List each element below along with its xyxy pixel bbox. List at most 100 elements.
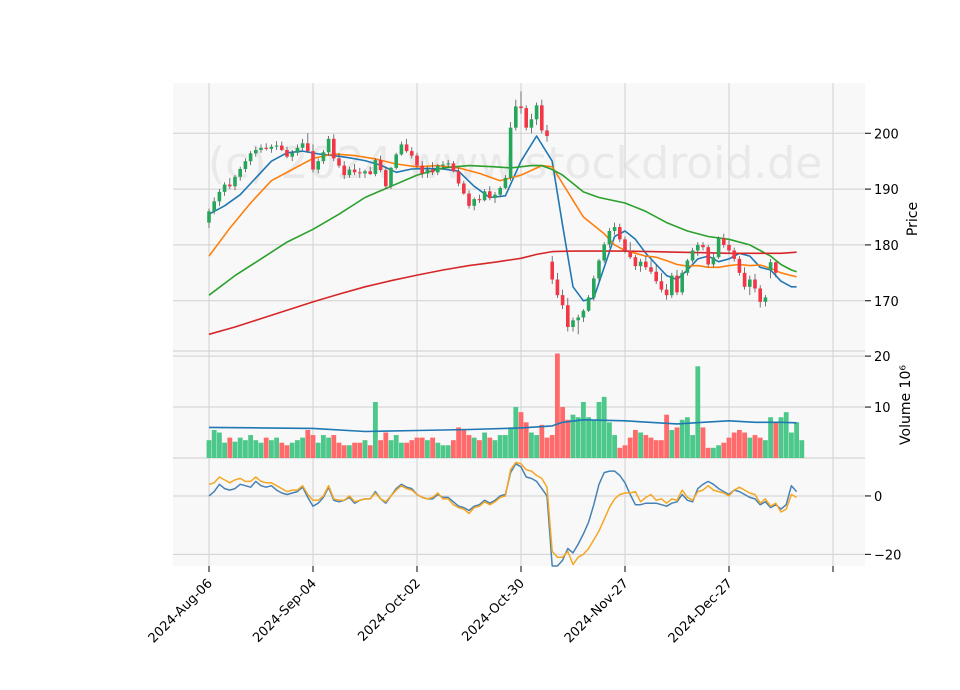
x-tick-label: 2024-Oct-30 [459, 576, 527, 644]
volume-bar [721, 442, 727, 458]
ma-line-slow [208, 164, 797, 296]
candle-body [612, 227, 617, 231]
volume-bar [440, 445, 446, 458]
candle-body [701, 244, 705, 248]
volume-bar [742, 432, 747, 458]
volume-bar [445, 445, 451, 458]
volume-bar [747, 437, 753, 458]
candle-body [269, 146, 274, 149]
candle-body [675, 275, 679, 293]
watermark: (c) 2024 www.stockdroid.de [208, 138, 822, 189]
volume-bar [549, 435, 555, 458]
volume-bar [523, 422, 529, 458]
candle-body [649, 267, 653, 272]
candle-body [529, 119, 534, 128]
oscillator-tick-label: 0 [874, 490, 882, 505]
volume-bar [300, 437, 305, 458]
candle-body [342, 165, 346, 176]
volume-bar [243, 440, 248, 458]
candle-body [560, 295, 565, 306]
volume-bar [492, 440, 498, 458]
volume-bar [508, 427, 513, 458]
volume-axis-label: Volume 10⁶ [898, 365, 914, 445]
volume-bar [263, 437, 269, 458]
candle-body [670, 275, 674, 296]
candle-body [373, 160, 378, 175]
volume-bar [284, 445, 290, 458]
candle-body [534, 105, 539, 120]
candle-body [410, 151, 414, 156]
volume-bar [763, 440, 768, 458]
candle-body [472, 199, 476, 206]
candle-body [732, 250, 736, 259]
volume-bar [653, 440, 659, 458]
volume-bar [575, 417, 581, 458]
candle-body [207, 211, 211, 223]
candlesticks [207, 91, 778, 335]
candle-body [228, 184, 232, 187]
volume-bar [731, 432, 737, 458]
x-tick-label: 2024-Sep-04 [250, 576, 320, 646]
candle-body [508, 127, 513, 178]
oscillator-tick-label: −20 [874, 548, 901, 563]
volume-bar [794, 422, 799, 458]
candle-body [467, 193, 471, 206]
candle-body [545, 130, 549, 137]
candle-body [290, 152, 294, 157]
volume-bar [211, 429, 217, 458]
volume-bar [347, 445, 352, 458]
oscillator-line-a [208, 463, 798, 567]
candle-body [566, 305, 570, 327]
price-tick-label: 170 [874, 295, 899, 310]
candle-body [633, 257, 638, 267]
candle-body [748, 279, 752, 287]
candle-body [576, 317, 580, 321]
candle-body [212, 201, 216, 212]
volume-bar [716, 445, 721, 458]
volume-bar [289, 442, 295, 458]
volume-bar [560, 407, 565, 458]
volume-bar [544, 437, 550, 458]
volume-tick-label: 20 [874, 350, 891, 365]
volume-bar [757, 437, 763, 458]
volume-bar [555, 353, 560, 458]
volume-average [208, 419, 797, 433]
candle-body [758, 288, 762, 302]
candle-body [488, 191, 492, 199]
candle-body [664, 289, 669, 296]
volume-bar [773, 422, 779, 458]
candle-body [222, 184, 227, 192]
volume-bar [497, 435, 503, 458]
volume-bar [783, 412, 789, 458]
candle-body [456, 171, 461, 184]
candle-body [233, 176, 237, 187]
candle-body [482, 191, 487, 201]
volume-bar [799, 440, 805, 458]
volume-bar [638, 432, 643, 458]
volume-tick-label: 10 [874, 401, 891, 416]
candle-body [311, 151, 315, 170]
volume-bar [581, 401, 586, 458]
volume-bar [378, 440, 383, 458]
candle-body [763, 297, 768, 302]
volume-bar [310, 435, 316, 458]
volume-bar [237, 437, 243, 458]
candle-body [451, 163, 456, 172]
volume-bar [622, 445, 628, 458]
volume-bar [633, 429, 638, 458]
volume-bar [674, 427, 680, 458]
volume-bar [768, 417, 773, 458]
price-tick-label: 200 [874, 127, 899, 142]
volume-bar [565, 419, 571, 458]
volume-bar [269, 440, 274, 458]
candle-body [774, 262, 778, 273]
x-tick-label: 2024-Oct-02 [355, 576, 423, 644]
candle-body [618, 227, 622, 240]
candle-body [685, 260, 690, 273]
volume-bar [695, 366, 701, 458]
candle-body [498, 187, 502, 195]
volume-bar [487, 437, 493, 458]
volume-bar [627, 437, 633, 458]
candle-body [337, 158, 341, 166]
volume-bar [503, 435, 508, 458]
